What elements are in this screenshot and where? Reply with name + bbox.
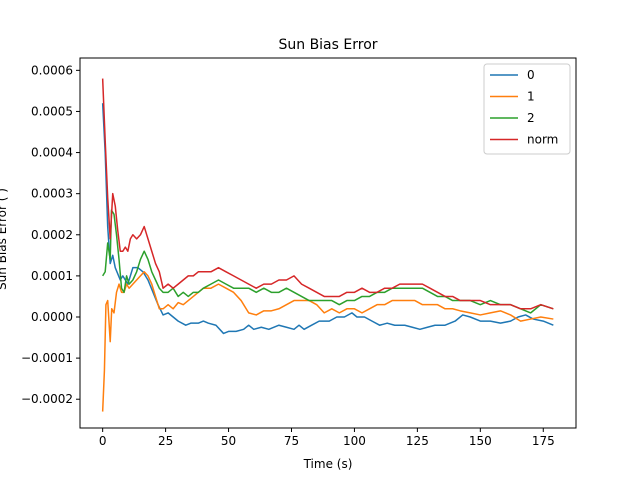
legend-box xyxy=(483,63,571,155)
legend: 0 1 2 norm xyxy=(483,63,571,155)
legend-label-0: 0 xyxy=(527,68,535,82)
y-tick-label: 0.0003 xyxy=(31,187,73,201)
chart-title: Sun Bias Error xyxy=(278,37,377,53)
x-tick-label: 75 xyxy=(284,434,299,448)
y-tick-label: −0.0002 xyxy=(21,392,73,406)
x-tick-label: 25 xyxy=(158,434,173,448)
y-tick-label: 0.0001 xyxy=(31,269,73,283)
y-tick-label: 0.0004 xyxy=(31,146,73,160)
legend-label-norm: norm xyxy=(527,133,558,147)
x-tick-label: 125 xyxy=(406,434,429,448)
y-axis: −0.0002 −0.0001 0.0000 0.0001 0.0002 0.0003 0.… xyxy=(21,63,80,406)
plot-area xyxy=(101,78,554,412)
series-line-2 xyxy=(102,209,554,314)
y-tick-label: −0.0001 xyxy=(21,351,73,365)
legend-label-2: 2 xyxy=(527,111,535,125)
plot-frame xyxy=(79,57,577,429)
y-tick-label: 0.0000 xyxy=(31,310,73,324)
y-tick-label: 0.0005 xyxy=(31,104,73,118)
series-line-1 xyxy=(101,271,554,412)
x-tick-label: 175 xyxy=(532,434,555,448)
y-axis-label: Sun Bias Error ( ) xyxy=(0,188,9,290)
x-tick-label: 50 xyxy=(221,434,236,448)
legend-label-1: 1 xyxy=(527,90,535,104)
y-tick-label: 0.0002 xyxy=(31,228,73,242)
x-axis-label: Time (s) xyxy=(303,457,353,471)
x-tick-label: 0 xyxy=(99,434,107,448)
x-axis: 0 25 50 75 100 125 150 175 xyxy=(99,428,555,448)
x-tick-label: 150 xyxy=(469,434,492,448)
series-line-norm xyxy=(101,78,554,310)
x-tick-label: 100 xyxy=(343,434,366,448)
y-tick-label: 0.0006 xyxy=(31,63,73,77)
